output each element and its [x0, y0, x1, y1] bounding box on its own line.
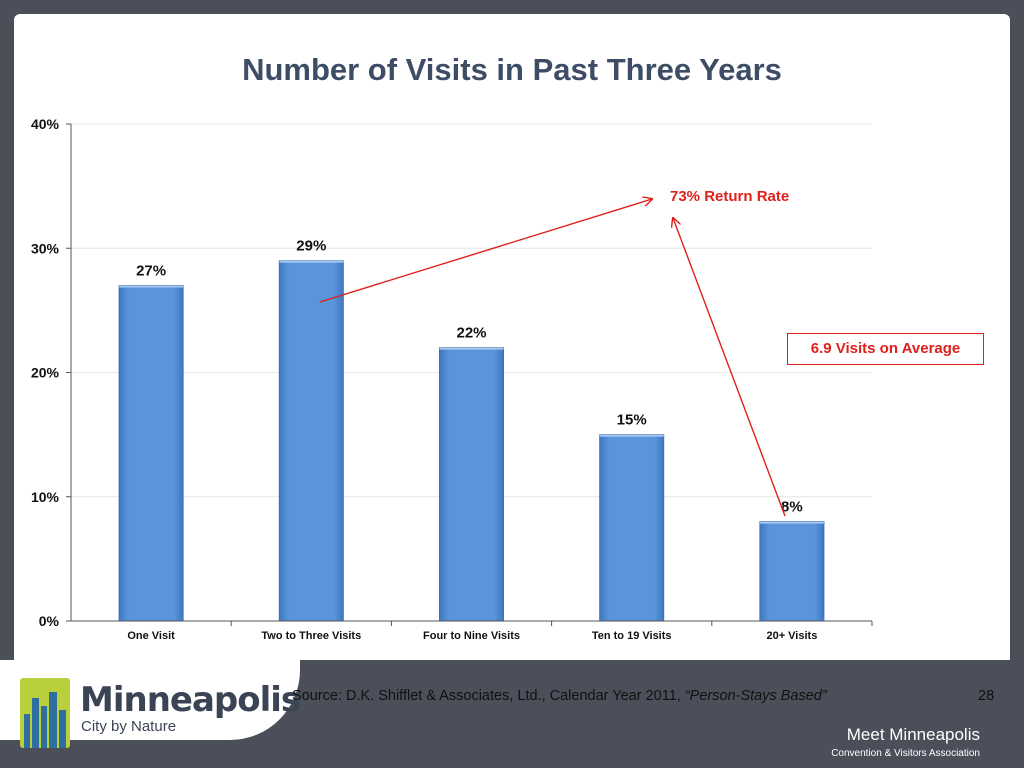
y-tick-label: 40%	[31, 116, 60, 132]
source-citation: Source: D.K. Shifflet & Associates, Ltd.…	[292, 688, 827, 704]
data-label: 15%	[617, 412, 647, 429]
x-tick-label: Two to Three Visits	[261, 630, 361, 642]
bar	[599, 434, 665, 622]
x-tick-label: 20+ Visits	[766, 630, 817, 642]
y-tick-label: 0%	[39, 613, 60, 629]
source-text: Source: D.K. Shifflet & Associates, Ltd.…	[292, 688, 685, 704]
source-italic-text: “Person-Stays Based”	[684, 688, 827, 704]
brand-name: Minneapolis	[80, 680, 301, 720]
page-number: 28	[978, 688, 995, 704]
y-tick-label: 10%	[31, 489, 60, 505]
bar	[439, 347, 504, 622]
bar	[118, 285, 184, 622]
data-label: 29%	[296, 238, 326, 255]
return-rate-annotation: 73% Return Rate	[670, 188, 790, 205]
bar	[759, 521, 825, 622]
brand-tagline: City by Nature	[81, 718, 177, 735]
x-tick-label: Ten to 19 Visits	[592, 630, 672, 642]
data-label: 27%	[136, 263, 166, 280]
x-tick-label: Four to Nine Visits	[423, 630, 520, 642]
org-name: Meet Minneapolis	[846, 725, 980, 744]
x-tick-label: One Visit	[127, 630, 175, 642]
minneapolis-logo-icon	[20, 678, 70, 748]
y-tick-label: 20%	[31, 365, 60, 381]
y-tick-label: 30%	[31, 240, 60, 256]
return-rate-arrow-right	[673, 218, 786, 517]
data-label: 22%	[456, 325, 486, 342]
org-subtitle: Convention & Visitors Association	[831, 748, 980, 759]
return-rate-arrow-left	[319, 199, 652, 303]
data-label: 8%	[781, 499, 803, 516]
bar	[278, 260, 344, 622]
average-visits-callout: 6.9 Visits on Average	[787, 333, 984, 365]
chart-title: Number of Visits in Past Three Years	[242, 52, 782, 87]
